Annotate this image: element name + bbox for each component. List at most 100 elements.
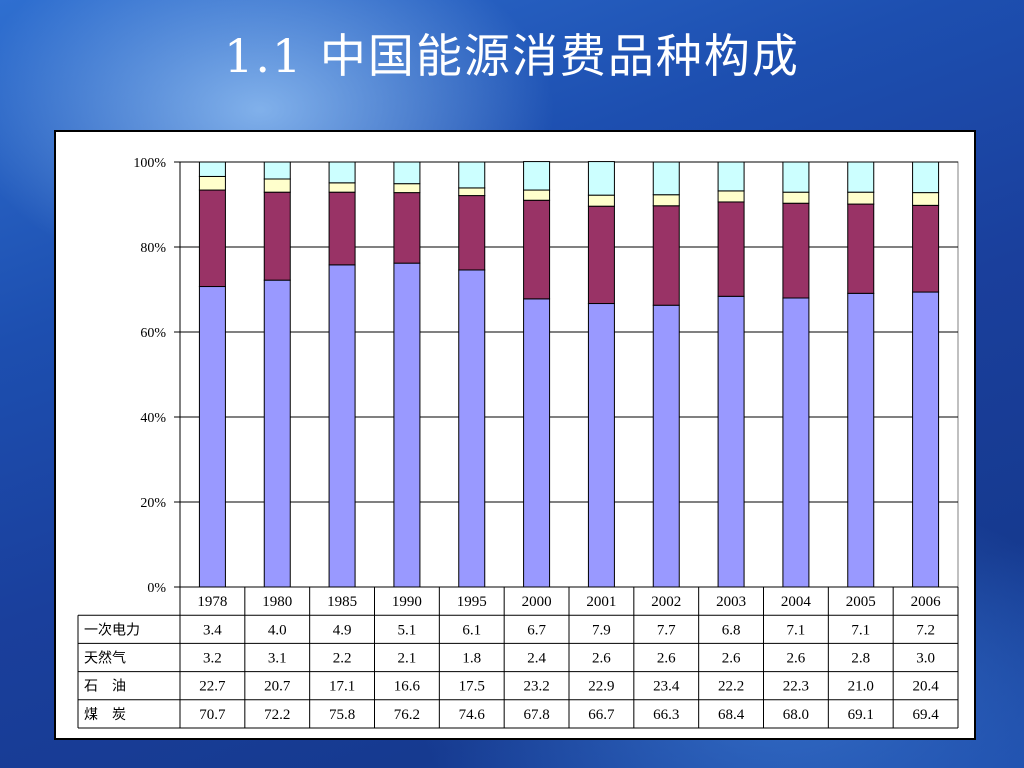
category-label: 2002 xyxy=(651,594,681,610)
bar-segment xyxy=(782,191,810,204)
data-label: 70.7 xyxy=(199,707,226,723)
bar-segment xyxy=(717,295,745,588)
bar-segment xyxy=(263,191,291,281)
data-label: 4.9 xyxy=(333,622,352,638)
category-label: 1985 xyxy=(327,594,357,610)
category-label: 2004 xyxy=(781,594,812,610)
data-label: 6.1 xyxy=(462,622,481,638)
bar-segment xyxy=(652,304,680,588)
data-label: 7.9 xyxy=(592,622,611,638)
bar-segment xyxy=(587,303,615,588)
bar-segment xyxy=(652,161,680,196)
bar-segment xyxy=(717,161,745,192)
data-label: 7.7 xyxy=(657,622,676,638)
bar-segment xyxy=(458,269,486,588)
category-label: 2003 xyxy=(716,594,746,610)
bar-segment xyxy=(523,189,551,201)
bar-segment xyxy=(458,195,486,271)
series-label: 天然气 xyxy=(84,650,126,667)
data-label: 68.4 xyxy=(718,707,745,723)
data-label: 2.2 xyxy=(333,651,352,667)
bar-segment xyxy=(847,161,875,193)
chart-panel: 0% 20% 40% 60% 80% 100% 1978 1980 1985 1990 1995 20… xyxy=(54,130,976,740)
category-label: 1980 xyxy=(262,594,292,610)
bar-segment xyxy=(458,161,486,189)
bar-segment xyxy=(328,191,356,266)
data-label: 2.6 xyxy=(722,651,741,667)
bar-segment xyxy=(912,161,940,194)
data-label: 16.6 xyxy=(394,679,421,695)
data-label: 72.2 xyxy=(264,707,290,723)
data-label: 67.8 xyxy=(523,707,549,723)
bar-segment xyxy=(328,161,356,184)
bar-segment xyxy=(328,182,356,193)
bar-segment xyxy=(717,190,745,203)
series-label: 煤 炭 xyxy=(84,707,126,723)
data-label: 3.2 xyxy=(203,651,222,667)
data-label: 66.7 xyxy=(588,707,615,723)
bar-segment xyxy=(782,297,810,588)
data-label: 6.8 xyxy=(722,622,741,638)
bar-segment xyxy=(523,199,551,300)
data-label: 23.4 xyxy=(653,679,680,695)
bar-segment xyxy=(523,298,551,588)
data-label: 22.3 xyxy=(783,679,809,695)
data-label: 7.2 xyxy=(916,622,935,638)
bar-segment xyxy=(263,161,291,180)
bar-segment xyxy=(587,194,615,207)
bar-segment xyxy=(393,262,421,588)
bar-segment xyxy=(912,291,940,588)
bar-segment xyxy=(263,279,291,588)
bar-segment xyxy=(198,286,226,588)
category-label: 1978 xyxy=(197,594,227,610)
bar-segment xyxy=(717,201,745,297)
plot-area xyxy=(179,161,959,588)
data-label: 2.6 xyxy=(592,651,611,667)
bar-segment xyxy=(393,183,421,194)
series-label: 石 油 xyxy=(84,679,126,695)
bar-segment xyxy=(198,161,226,177)
data-label: 2.6 xyxy=(787,651,806,667)
bar-segment xyxy=(912,204,940,293)
data-label: 3.1 xyxy=(268,651,287,667)
series-label: 一次电力 xyxy=(84,622,140,638)
data-label: 23.2 xyxy=(523,679,549,695)
y-tick-label: 80% xyxy=(140,241,166,256)
bar-segment xyxy=(587,205,615,305)
y-tick-label: 40% xyxy=(140,411,166,426)
data-label: 3.4 xyxy=(203,622,222,638)
data-label: 5.1 xyxy=(398,622,417,638)
data-label: 22.2 xyxy=(718,679,744,695)
category-label: 1990 xyxy=(392,594,422,610)
slide-title: 1.1 中国能源消费品种构成 xyxy=(224,29,800,83)
data-label: 74.6 xyxy=(459,707,486,723)
category-label: 2006 xyxy=(911,594,942,610)
y-tick-label: 60% xyxy=(140,326,166,341)
data-label: 2.6 xyxy=(657,651,676,667)
data-label: 69.1 xyxy=(848,707,874,723)
category-label: 2001 xyxy=(586,594,616,610)
y-tick-label: 20% xyxy=(140,496,166,511)
data-label: 4.0 xyxy=(268,622,287,638)
data-label: 76.2 xyxy=(394,707,420,723)
category-label: 2005 xyxy=(846,594,876,610)
bar-segment xyxy=(782,202,810,299)
data-label: 7.1 xyxy=(787,622,806,638)
bar-segment xyxy=(782,161,810,193)
stacked-bar-chart: 0% 20% 40% 60% 80% 100% 1978 1980 1985 1990 1995 20… xyxy=(77,156,959,729)
y-tick-label: 100% xyxy=(133,156,166,171)
data-label: 66.3 xyxy=(653,707,679,723)
data-label: 17.5 xyxy=(459,679,485,695)
bar-segment xyxy=(458,187,486,197)
y-tick-label: 0% xyxy=(147,581,166,596)
bar-segment xyxy=(198,175,226,191)
bar-segment xyxy=(198,189,226,288)
bar-segment xyxy=(263,178,291,193)
bar-segment xyxy=(912,192,940,206)
data-label: 20.7 xyxy=(264,679,291,695)
bar-segment xyxy=(847,292,875,588)
data-label: 69.4 xyxy=(912,707,939,723)
bar-segment xyxy=(652,194,680,207)
bar-segment xyxy=(847,203,875,294)
bar-segment xyxy=(587,161,615,196)
